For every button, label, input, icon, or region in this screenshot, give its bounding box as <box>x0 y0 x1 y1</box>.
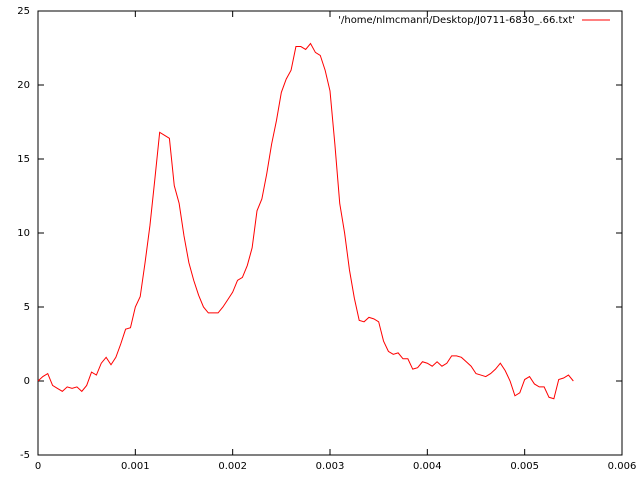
y-tick-label: -5 <box>20 450 30 461</box>
y-tick-label: 0 <box>24 376 30 387</box>
y-tick-label: 10 <box>17 228 30 239</box>
y-tick-label: 25 <box>17 6 30 17</box>
y-tick-label: 5 <box>24 302 30 313</box>
x-tick-label: 0.001 <box>121 461 150 472</box>
x-tick-label: 0.006 <box>608 461 637 472</box>
data-line <box>37 42 574 400</box>
x-tick-label: 0.003 <box>316 461 345 472</box>
x-tick-label: 0.002 <box>218 461 247 472</box>
y-tick-label: 15 <box>17 154 30 165</box>
plot-border <box>37 10 623 456</box>
y-tick-label: 20 <box>17 80 30 91</box>
x-tick-label: 0 <box>35 461 41 472</box>
legend-label: '/home/nlmcmann/Desktop/J0711-6830_.66.t… <box>338 15 575 26</box>
x-tick-label: 0.005 <box>510 461 539 472</box>
x-tick-label: 0.004 <box>413 461 442 472</box>
